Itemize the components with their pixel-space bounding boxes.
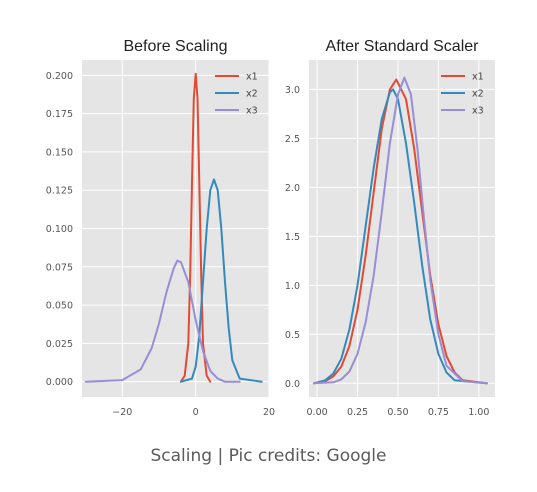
legend-label-x1: x1: [246, 72, 258, 83]
y-tick-label: 1.0: [285, 281, 300, 292]
x-tick-label: 0.50: [387, 407, 408, 418]
chart-title: After Standard Scaler: [326, 38, 480, 55]
chart-after-standard-scaler: 0.0 0.5 1.0 1.5 2.0 2.5 3.0 0.00 0.25 0.50 0.75 1.0…: [285, 38, 495, 418]
y-tick-label: 0.200: [46, 71, 73, 82]
x-tick-label: 20: [263, 407, 275, 418]
y-tick-label: 0.100: [46, 224, 73, 235]
y-tick-label: 0.125: [46, 186, 73, 197]
figure: 0.0000.0250.0500.0750.1000.1250.1500.175…: [46, 38, 495, 418]
y-tick-label: 0.050: [46, 301, 73, 312]
chart-title: Before Scaling: [123, 38, 227, 55]
legend-label-x3: x3: [472, 106, 484, 117]
y-tick-label: 2.0: [285, 183, 300, 194]
y-tick-label: 0.175: [46, 109, 73, 120]
figure-caption: Scaling | Pic credits: Google: [150, 446, 387, 466]
chart-before-scaling: 0.000 0.025 0.050 0.075 0.100 0.125 0.150 0.175…: [46, 38, 275, 418]
series-line-x1: [180, 72, 212, 383]
series-line-x3: [84, 259, 241, 383]
x-tick-label: 0.75: [428, 407, 449, 418]
y-tick-label: 0.025: [46, 339, 73, 350]
x-tick-label: −20: [112, 407, 132, 418]
legend-label-x3: x3: [246, 106, 258, 117]
series-line-x1: [312, 78, 488, 385]
plot-background: [309, 60, 495, 397]
y-tick-label: 0.000: [46, 377, 73, 388]
y-tick-label: 2.5: [285, 134, 300, 145]
y-tick-label: 0.075: [46, 262, 73, 273]
legend-label-x2: x2: [472, 89, 484, 100]
legend-label-x2: x2: [246, 89, 258, 100]
y-tick-label: 0.150: [46, 147, 73, 158]
x-tick-label: 0.25: [347, 407, 368, 418]
x-tick-label: 0.00: [307, 407, 328, 418]
series-line-x2: [312, 88, 488, 385]
series-line-x2: [180, 178, 263, 383]
series-line-x3: [312, 76, 488, 385]
y-tick-label: 0.5: [285, 330, 300, 341]
y-tick-label: 1.5: [285, 232, 300, 243]
x-tick-label: 1.00: [468, 407, 489, 418]
legend-label-x1: x1: [472, 72, 484, 83]
y-tick-label: 3.0: [285, 85, 300, 96]
y-tick-label: 0.0: [285, 379, 300, 390]
x-tick-label: 0: [193, 407, 199, 418]
